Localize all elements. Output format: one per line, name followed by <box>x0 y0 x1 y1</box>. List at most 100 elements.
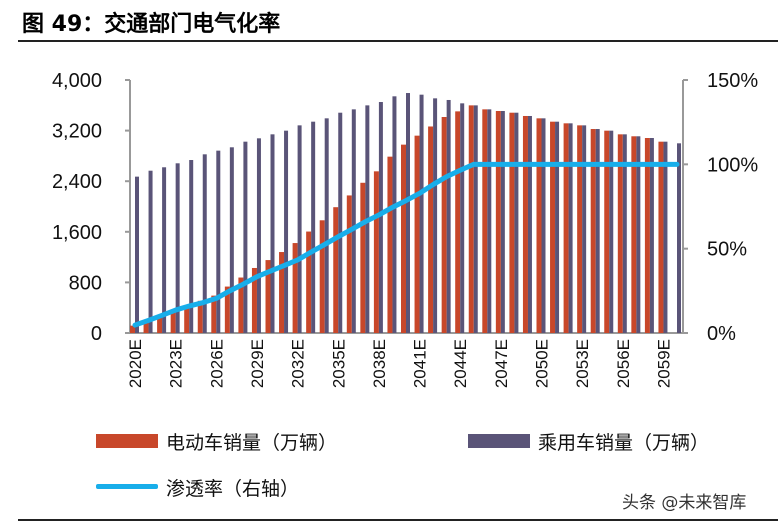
x-tick-label: 2053E <box>573 339 592 388</box>
x-tick-label: 2023E <box>167 339 186 388</box>
bar-ev-2049E <box>522 115 528 333</box>
bar-passenger-2055E <box>609 130 614 333</box>
bar-ev-2021E <box>143 320 149 333</box>
x-tick-label: 2026E <box>207 339 226 388</box>
bar-passenger-2045E <box>473 105 478 333</box>
legend-label-ev: 电动车销量（万辆） <box>166 432 338 454</box>
bar-ev-2028E <box>238 277 244 333</box>
bar-ev-2054E <box>590 129 596 333</box>
bar-ev-2053E <box>577 125 583 333</box>
bar-passenger-2052E <box>568 123 573 333</box>
bar-ev-2041E <box>414 135 420 333</box>
bar-ev-2036E <box>346 195 352 333</box>
bar-passenger-2041E <box>419 94 424 333</box>
bar-ev-2033E <box>306 231 312 333</box>
bar-passenger-2034E <box>324 118 329 333</box>
bar-passenger-2048E <box>514 112 519 333</box>
bar-passenger-2036E <box>351 109 356 334</box>
bar-ev-2045E <box>468 105 474 333</box>
bar-passenger-2035E <box>338 112 343 333</box>
bar-ev-2046E <box>482 109 488 334</box>
bar-ev-2055E <box>604 130 610 333</box>
x-tick-label: 2038E <box>370 339 389 388</box>
bar-ev-2040E <box>401 144 406 333</box>
bar-passenger-2033E <box>311 121 316 333</box>
bar-ev-2044E <box>455 111 461 333</box>
bar-ev-2043E <box>441 117 447 333</box>
line-penetration-rate <box>132 161 680 328</box>
bar-ev-2032E <box>292 243 298 333</box>
bar-ev-2026E <box>211 295 217 333</box>
bar-passenger-2058E <box>649 138 654 333</box>
bar-ev-2048E <box>509 112 515 333</box>
bar-ev-2031E <box>279 252 285 333</box>
x-tick-label: 2044E <box>451 339 470 388</box>
bar-passenger-2039E <box>392 96 397 333</box>
bar-passenger-2051E <box>555 121 560 333</box>
x-tick-label: 2056E <box>614 339 633 388</box>
bar-passenger-2043E <box>446 99 451 333</box>
bar-ev-2022E <box>157 315 163 333</box>
legend-label-rate: 渗透率（右轴） <box>166 478 300 500</box>
left-tick-label: 1,600 <box>52 222 102 244</box>
bar-passenger-2024E <box>189 160 194 333</box>
bar-ev-2042E <box>428 126 434 334</box>
x-tick-label: 2020E <box>126 339 145 388</box>
bar-passenger-2023E <box>175 163 180 333</box>
right-tick-label: 0% <box>707 323 736 345</box>
bar-ev-2039E <box>387 156 393 333</box>
x-tick-label: 2041E <box>411 339 430 388</box>
bar-passenger-2022E <box>162 167 167 333</box>
bar-ev-2027E <box>224 286 230 333</box>
bar-passenger-2042E <box>433 98 438 333</box>
bar-passenger-2027E <box>229 147 234 333</box>
left-tick-label: 0 <box>91 323 102 345</box>
figure-title: 图 49：交通部门电气化率 <box>22 12 281 37</box>
bar-ev-2030E <box>265 260 271 333</box>
bar-ev-2058E <box>644 138 650 333</box>
bar-passenger-2031E <box>284 130 289 333</box>
right-tick-label: 50% <box>707 239 747 261</box>
left-tick-label: 3,200 <box>52 121 102 143</box>
x-tick-label: 2059E <box>654 339 673 388</box>
bar-passenger-2020E <box>135 176 139 333</box>
bar-ev-2035E <box>333 207 339 333</box>
bar-ev-2050E <box>536 118 542 333</box>
x-tick-label: 2047E <box>492 339 511 388</box>
left-tick-label: 4,000 <box>52 70 102 92</box>
left-tick-label: 800 <box>69 272 102 294</box>
bar-passenger-2032E <box>297 125 302 333</box>
bar-passenger-2025E <box>202 154 207 333</box>
bar-passenger-2053E <box>582 125 587 333</box>
bottom-divider <box>18 519 778 521</box>
x-tick-label: 2029E <box>248 339 267 388</box>
bar-ev-2059E <box>658 141 664 333</box>
bar-ev-2020E <box>130 325 135 333</box>
bar-passenger-2047E <box>500 110 505 334</box>
x-tick-label: 2035E <box>329 339 348 388</box>
bar-passenger-2021E <box>148 170 153 333</box>
bar-ev-2023E <box>170 309 176 333</box>
bar-ev-2051E <box>550 121 556 333</box>
bar-passenger-2040E <box>406 93 410 333</box>
bar-passenger-2050E <box>541 118 546 333</box>
bar-passenger-2056E <box>622 134 627 333</box>
x-tick-label: 2050E <box>533 339 552 388</box>
bar-ev-2038E <box>373 171 379 333</box>
bar-passenger-2038E <box>378 102 383 333</box>
legend-label-passenger: 乘用车销量（万辆） <box>538 432 710 454</box>
right-tick-label: 150% <box>707 70 758 92</box>
bar-ev-2029E <box>251 267 257 333</box>
bar-ev-2034E <box>319 220 325 333</box>
bar-ev-2052E <box>563 123 569 333</box>
bar-ev-2024E <box>184 305 190 333</box>
bar-passenger-2026E <box>216 150 221 333</box>
bar-passenger-2057E <box>636 136 641 333</box>
bar-ev-2025E <box>197 300 203 333</box>
bar-ev-2057E <box>631 136 637 333</box>
right-tick-label: 100% <box>707 154 758 176</box>
legend-swatch-passenger <box>468 434 530 448</box>
bar-passenger-2044E <box>460 103 465 333</box>
